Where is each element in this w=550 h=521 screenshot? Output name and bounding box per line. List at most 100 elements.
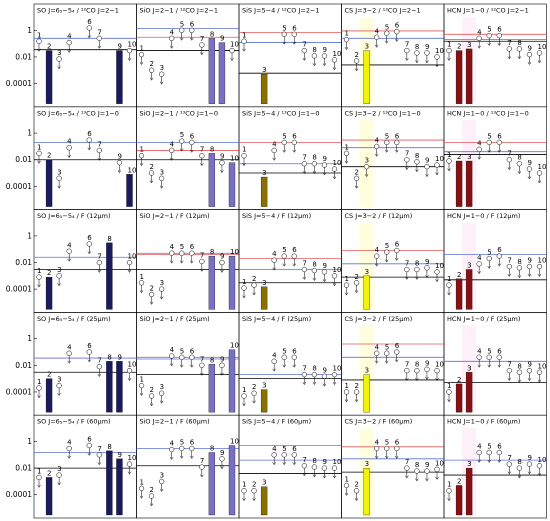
upper-limit-marker (148, 67, 155, 73)
y-tick-label: 0.0001 (6, 285, 32, 294)
upper-limit-arrowhead (169, 260, 174, 264)
upper-limit-label: 10 (333, 50, 342, 58)
data-bar (465, 372, 473, 413)
upper-limit-label: 9 (322, 155, 326, 163)
upper-limit-arrowhead (374, 263, 379, 267)
y-tick-label: 0.0001 (6, 387, 32, 396)
upper-limit-marker (301, 463, 307, 469)
upper-limit-marker (138, 382, 145, 389)
upper-limit-arrowhead (200, 268, 204, 272)
upper-limit-marker (516, 369, 523, 375)
upper-limit-arrowhead (477, 459, 481, 463)
upper-limit-marker (343, 36, 350, 43)
upper-limit-marker (126, 367, 133, 374)
upper-limit-label: 4 (67, 33, 72, 41)
upper-limit-arrowhead (159, 488, 164, 492)
upper-limit-arrowhead (87, 359, 91, 363)
panel: HCN J=1−0 / F (12μm) 23 1 45 67 8 9 10 (443, 209, 547, 313)
upper-limit-label: 6 (87, 234, 92, 242)
upper-limit-marker (301, 266, 307, 273)
upper-limit-arrowhead (395, 359, 399, 363)
upper-limit-label: 6 (497, 246, 502, 254)
data-bar (465, 269, 473, 310)
upper-limit-marker (424, 265, 430, 271)
upper-limit-label: 10 (128, 361, 137, 369)
upper-limit-marker (446, 282, 452, 288)
upper-limit-label: 2 (355, 382, 359, 390)
upper-limit-marker (374, 143, 380, 150)
upper-limit-label: 9 (322, 262, 326, 270)
data-bar (208, 38, 216, 104)
panel: CS J=3−2 / F (12μm) 3 1 2 45 6 7 8 9 10 (341, 209, 445, 313)
upper-limit-arrowhead (497, 459, 501, 463)
upper-limit-arrowhead (37, 284, 41, 288)
upper-limit-label: 5 (385, 343, 389, 351)
upper-limit-label: 6 (87, 436, 92, 444)
upper-limit-arrowhead (322, 279, 327, 283)
upper-limit-marker (384, 249, 390, 255)
panel: CS J=3−2 / F (60μm) 3 12 4 5 6 7 8 9 10 (341, 414, 445, 519)
upper-limit-label: 6 (395, 438, 400, 446)
upper-limit-label: 6 (395, 342, 400, 350)
upper-limit-arrowhead (242, 403, 246, 407)
upper-limit-arrowhead (527, 61, 532, 66)
upper-limit-arrowhead (322, 172, 327, 176)
upper-limit-label: 5 (487, 26, 491, 34)
upper-limit-label: 3 (365, 157, 369, 165)
upper-limit-label: 10 (333, 458, 342, 466)
upper-limit-marker (148, 493, 155, 499)
data-bar (228, 349, 236, 413)
upper-limit-label: 10 (333, 266, 342, 274)
upper-limit-marker (414, 50, 420, 56)
upper-limit-label: 3 (57, 168, 61, 176)
upper-limit-label: 9 (322, 46, 326, 54)
upper-limit-label: 1 (447, 275, 451, 283)
upper-limit-label: 4 (477, 254, 482, 262)
upper-limit-arrowhead (405, 475, 409, 479)
data-bar (218, 42, 226, 104)
upper-limit-label: 1 (242, 386, 246, 394)
upper-limit-arrowhead (312, 381, 317, 386)
upper-limit-arrowhead (354, 498, 359, 502)
upper-limit-marker (291, 452, 297, 458)
upper-limit-arrowhead (302, 57, 307, 62)
upper-limit-arrowhead (180, 364, 184, 368)
upper-limit-marker (353, 389, 360, 395)
upper-limit-arrowhead (507, 377, 512, 382)
upper-limit-label: 6 (292, 445, 297, 453)
upper-limit-label: 7 (200, 457, 204, 465)
upper-limit-arrowhead (497, 42, 501, 47)
upper-limit-arrowhead (242, 163, 246, 167)
upper-limit-arrowhead (57, 185, 61, 189)
panel-tint (359, 119, 374, 207)
upper-limit-label: 1 (447, 41, 451, 49)
upper-limit-arrowhead (87, 251, 91, 255)
upper-limit-label: 6 (497, 442, 502, 450)
panel-title: SO J=6₅−5₄ / F (60μm) (37, 418, 111, 426)
upper-limit-arrowhead (169, 456, 174, 461)
upper-limit-marker (526, 51, 533, 58)
data-bar (260, 176, 268, 207)
upper-limit-label: 4 (375, 27, 380, 35)
upper-limit-marker (353, 488, 360, 494)
upper-limit-label: 4 (170, 28, 175, 36)
upper-limit-label: 2 (150, 163, 154, 171)
panel-title: SiO J=2−1 / ¹²CO J=2−1 (140, 7, 219, 15)
upper-limit-label: 10 (538, 43, 547, 51)
upper-limit-arrowhead (425, 60, 429, 64)
upper-limit-arrowhead (487, 265, 491, 270)
bar-source-label: 3 (467, 41, 471, 49)
upper-limit-arrowhead (200, 372, 204, 376)
upper-limit-marker (281, 139, 287, 146)
upper-limit-arrowhead (385, 455, 389, 459)
upper-limit-arrowhead (447, 292, 451, 296)
upper-limit-arrowhead (385, 360, 389, 364)
upper-limit-arrowhead (477, 156, 481, 160)
data-bar (106, 450, 113, 516)
upper-limit-arrowhead (537, 473, 542, 477)
upper-limit-label: 4 (272, 351, 277, 359)
upper-limit-marker (271, 358, 277, 364)
upper-limit-label: 7 (302, 456, 306, 464)
